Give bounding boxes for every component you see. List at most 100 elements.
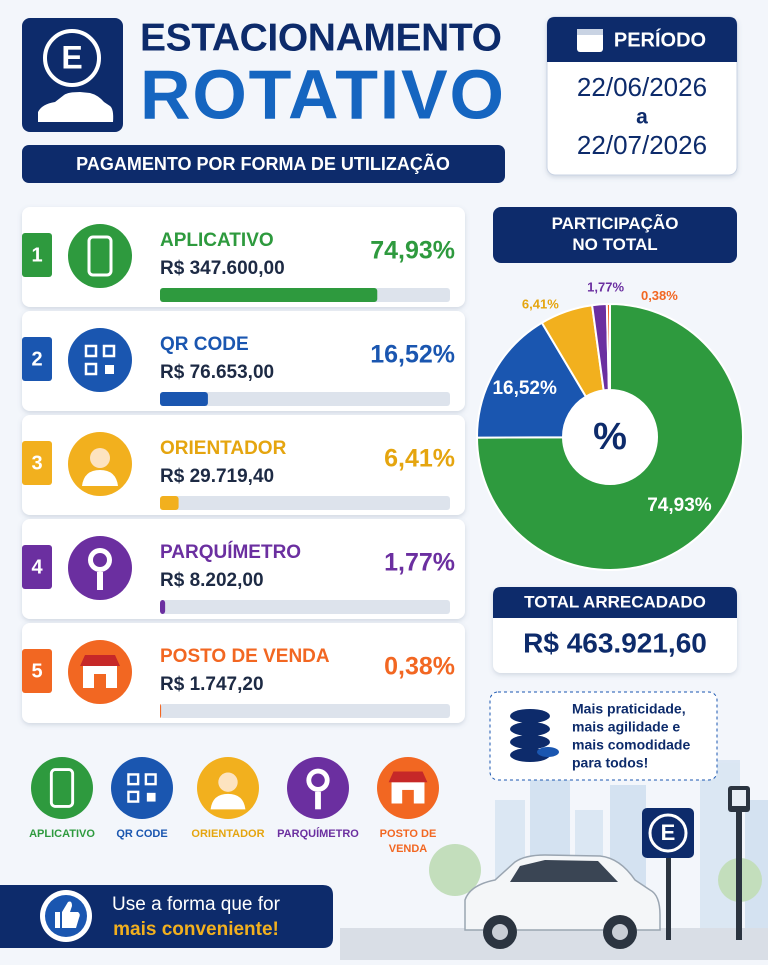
method-card: 3 ORIENTADOR 6,41% R$ 29.719,40	[22, 415, 465, 515]
method-name: QR CODE	[160, 334, 249, 355]
icon-glyph	[127, 773, 140, 786]
icon-glyph	[84, 362, 98, 376]
footer-line1: Use a forma que for	[112, 894, 281, 915]
parking-sign: E	[642, 808, 694, 940]
legend-item: PARQUÍMETRO	[277, 757, 359, 840]
donut-center: %	[593, 416, 627, 458]
footer-banner: Use a forma que for mais conveniente!	[0, 885, 333, 948]
legend-item: ORIENTADOR	[191, 757, 265, 840]
method-name: ORIENTADOR	[160, 438, 287, 459]
method-amount: R$ 8.202,00	[160, 570, 264, 591]
card-bg	[22, 207, 465, 307]
share-track	[160, 496, 450, 510]
share-bar	[160, 392, 208, 406]
method-name: PARQUÍMETRO	[160, 541, 301, 563]
donut-label: 16,52%	[492, 378, 557, 399]
period-end: 22/07/2026	[577, 130, 707, 160]
rank-badge	[22, 545, 52, 589]
icon-circle	[68, 328, 132, 392]
subtitle: PAGAMENTO POR FORMA DE UTILIZAÇÃO	[76, 153, 450, 174]
legend-label: PARQUÍMETRO	[277, 827, 359, 840]
icon-glyph	[84, 344, 98, 358]
method-share: 1,77%	[384, 549, 455, 577]
donut-label: 6,41%	[522, 297, 559, 312]
period-connector: a	[636, 106, 648, 129]
period-start: 22/06/2026	[577, 72, 707, 102]
method-share: 0,38%	[384, 653, 455, 681]
method-card: 4 PARQUÍMETRO 1,77% R$ 8.202,00	[22, 519, 465, 619]
method-card: 5 POSTO DE VENDA 0,38% R$ 1.747,20	[22, 623, 465, 723]
share-track	[160, 392, 450, 406]
method-amount: R$ 76.653,00	[160, 362, 274, 383]
legend-label: APLICATIVO	[29, 828, 95, 840]
icon-glyph	[146, 792, 156, 802]
note-line: mais agilidade e	[572, 719, 680, 735]
legend-item: APLICATIVO	[29, 757, 95, 840]
legend-label: QR CODE	[116, 828, 167, 840]
icon-glyph	[388, 771, 428, 783]
legend-item: QR CODE	[111, 757, 173, 840]
icon-glyph	[87, 235, 113, 277]
icon-glyph	[210, 793, 246, 810]
road	[340, 928, 768, 960]
method-amount: R$ 1.747,20	[160, 674, 264, 695]
card-bg	[22, 311, 465, 411]
method-share: 16,52%	[370, 341, 455, 369]
rank: 3	[31, 452, 42, 474]
note-line: para todos!	[572, 755, 648, 771]
logo-letter: E	[61, 39, 82, 75]
icon-glyph	[105, 365, 114, 374]
donut-label: 0,38%	[641, 288, 678, 303]
share-track	[160, 704, 450, 718]
card-bg	[22, 623, 465, 723]
total-value: R$ 463.921,60	[523, 627, 707, 658]
icon-glyph	[90, 448, 110, 468]
card-bg	[22, 415, 465, 515]
donut-title-box	[493, 207, 737, 263]
icon-glyph	[82, 470, 118, 486]
legend-label: POSTO DE VENDA	[380, 828, 437, 855]
icon-circle	[111, 757, 173, 819]
icon-glyph	[102, 344, 116, 358]
method-name: APLICATIVO	[160, 230, 274, 251]
icon-glyph	[94, 674, 106, 688]
icon-circle	[31, 757, 93, 819]
note-line: Mais praticidade,	[572, 701, 686, 717]
share-bar	[160, 704, 162, 718]
logo: E	[22, 18, 123, 132]
total-label: TOTAL ARRECADADO	[524, 592, 706, 611]
share-bar	[160, 288, 378, 302]
method-share: 6,41%	[384, 445, 455, 473]
subtitle-bar	[22, 145, 505, 183]
rank-badge	[22, 441, 52, 485]
legend-item: POSTO DE VENDA	[377, 757, 439, 855]
method-card: 2 QR CODE 16,52% R$ 76.653,00	[22, 311, 465, 411]
icon-glyph	[97, 572, 103, 590]
share-track	[160, 600, 450, 614]
icon-glyph	[80, 655, 120, 666]
method-share: 74,93%	[370, 237, 455, 265]
donut-hole	[563, 390, 657, 484]
total-box: TOTAL ARRECADADO R$ 463.921,60	[493, 587, 737, 673]
sign-letter: E	[661, 820, 676, 845]
rank: 1	[31, 244, 42, 266]
rank: 4	[31, 556, 43, 578]
note-box: Mais praticidade, mais agilidade e mais co…	[489, 691, 718, 781]
icon-circle	[68, 224, 132, 288]
rank: 2	[31, 348, 42, 370]
icon-glyph	[402, 789, 414, 804]
icon-glyph	[49, 768, 75, 808]
street-lamp	[728, 786, 750, 940]
donut-title: PARTICIPAÇÃO NO TOTAL	[552, 213, 679, 254]
method-name: POSTO DE VENDA	[160, 646, 330, 667]
period-label: PERÍODO	[614, 28, 706, 51]
rank-badge	[22, 649, 52, 693]
method-amount: R$ 347.600,00	[160, 258, 285, 279]
method-amount: R$ 29.719,40	[160, 466, 274, 487]
icon-glyph	[218, 772, 238, 792]
donut-label: 1,77%	[587, 280, 624, 295]
icon-glyph	[315, 791, 321, 810]
icon-glyph	[311, 773, 325, 788]
